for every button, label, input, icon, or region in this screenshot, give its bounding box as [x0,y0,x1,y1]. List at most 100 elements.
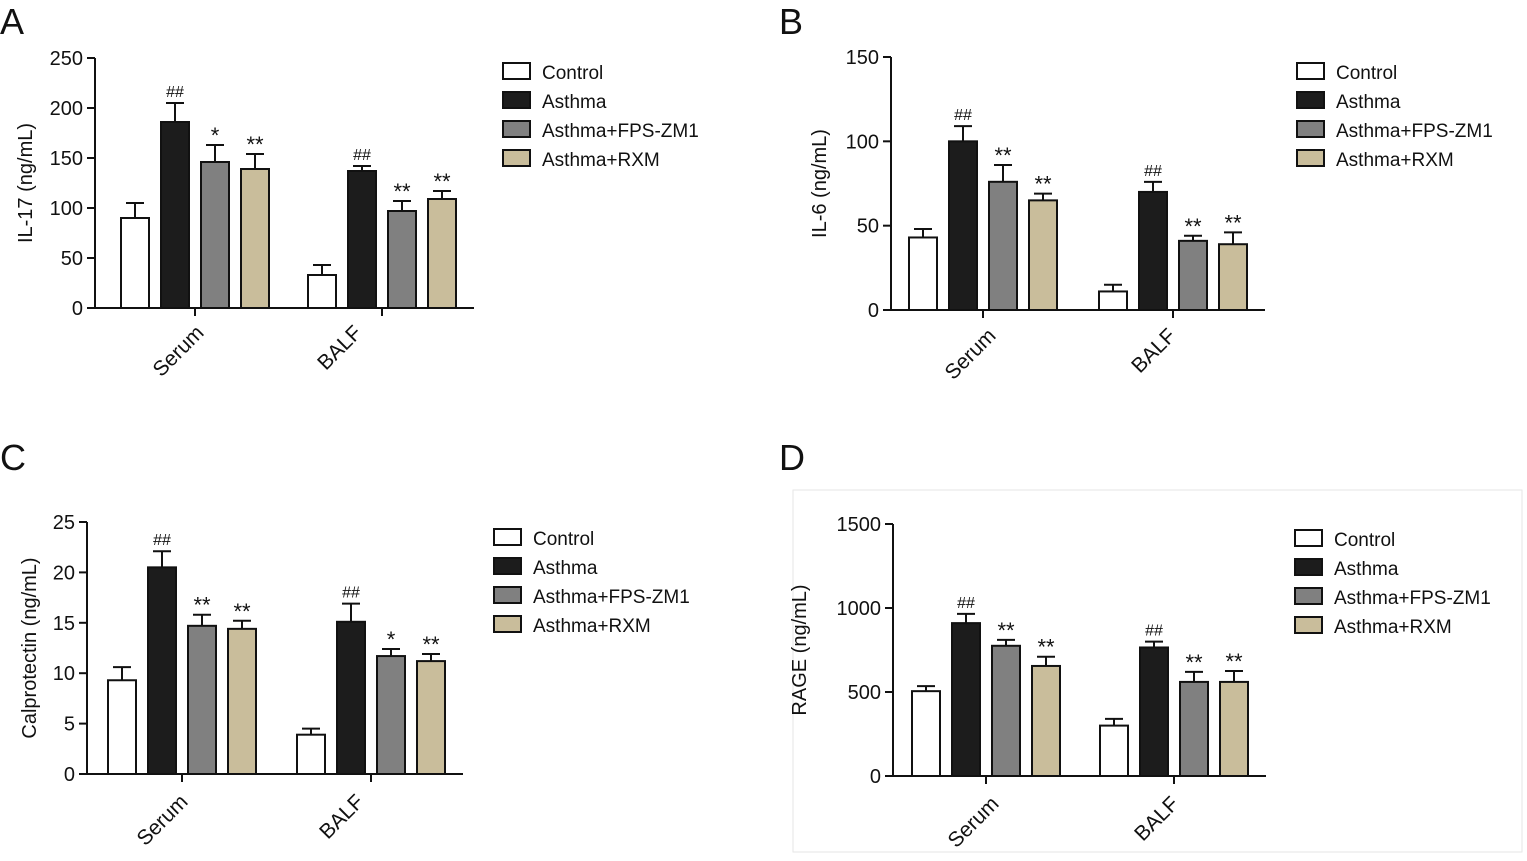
legend-swatch [1296,91,1325,109]
y-tick-label: 15 [53,613,75,635]
panel-c: C 0 5 10 15 20 25 Calprotectin (ng/mL) ## ** ** Ser… [0,437,690,850]
bar-control [296,733,326,775]
bar-asthma-rxm [1219,680,1249,777]
significance-label: ** [233,599,251,624]
significance-label: ** [193,593,211,618]
x-tick-label: BALF [313,321,366,374]
x-tick-label: BALF [1130,792,1183,845]
significance-label: ** [1034,172,1052,197]
x-tick-label: BALF [1127,324,1180,377]
legend-label: Asthma+RXM [533,616,651,637]
significance-label: ## [957,595,975,612]
bar-asthma [1139,646,1169,777]
bar-asthma-rxm [416,660,446,775]
legend-label: Asthma+FPS-ZM1 [1336,121,1493,142]
bar-control [908,236,938,311]
legend-label: Asthma [1336,92,1401,113]
significance-label: ** [997,618,1015,643]
y-tick-label: 500 [848,682,881,704]
significance-label: ## [1144,163,1162,180]
bar-asthma-rxm [240,168,270,309]
bar-asthma-rxm [427,198,457,309]
panel-letter: B [779,1,803,42]
bar-asthma-fps-zm1 [1178,239,1208,311]
legend-label: Control [542,63,603,84]
bar-asthma [147,566,177,775]
legend-swatch [1296,120,1325,138]
legend-label: Asthma+FPS-ZM1 [533,587,690,608]
bar-asthma [160,121,190,309]
significance-label: ** [1037,635,1055,660]
y-tick-label: 25 [53,512,75,534]
y-tick-label: 1500 [837,514,882,536]
bar-asthma-fps-zm1 [376,655,406,776]
legend-swatch [502,149,531,167]
y-tick-label: 150 [846,47,879,69]
legend-label: Asthma+RXM [542,150,660,171]
panel-d-frame [792,489,1523,853]
panel-letter: A [0,1,24,42]
legend-label: Control [533,529,594,550]
bar-asthma [1138,190,1168,311]
legend-label: Asthma [533,558,598,579]
legend-swatch [493,615,522,633]
x-tick-label: Serum [944,792,1004,852]
bar-asthma [336,620,366,775]
bar-asthma-fps-zm1 [991,644,1021,777]
x-tick-label: Serum [133,790,193,850]
bar-control [120,217,150,309]
y-tick-label: 10 [53,663,75,685]
bar-asthma [951,622,981,777]
legend-swatch [502,91,531,109]
bar-asthma [347,170,377,309]
x-tick-label: Serum [941,324,1001,384]
y-axis-label: RAGE (ng/mL) [789,584,811,715]
y-tick-label: 0 [64,764,75,786]
bar-control [107,679,137,775]
y-tick-label: 20 [53,562,75,584]
legend-label: Control [1334,530,1395,551]
significance-label: ## [153,532,171,549]
legend-swatch [502,62,531,80]
legend-swatch [1294,616,1323,634]
bar-asthma-rxm [1028,199,1058,311]
y-tick-label: 200 [50,98,83,120]
legend-label: Asthma+RXM [1336,150,1454,171]
significance-label: ** [393,179,411,204]
legend-label: Asthma+FPS-ZM1 [1334,588,1491,609]
bar-asthma-fps-zm1 [1179,680,1209,777]
bar-asthma-rxm [1031,664,1061,778]
bar-asthma-fps-zm1 [187,624,217,775]
y-tick-label: 100 [846,131,879,153]
y-tick-label: 250 [50,48,83,70]
y-axis-label: Calprotectin (ng/mL) [19,557,41,738]
significance-label: ## [353,147,371,164]
significance-label: * [211,123,220,148]
y-tick-label: 1000 [837,598,882,620]
significance-label: ** [422,632,440,657]
legend-swatch [502,120,531,138]
legend-swatch [493,557,522,575]
significance-label: * [387,627,396,652]
panel-b: B 0 50 100 150 IL-6 (ng/mL) ## ** ** Serum ## ** ** B… [779,1,1493,384]
significance-label: ## [166,84,184,101]
bar-control [911,690,941,777]
significance-label: ** [433,169,451,194]
legend-label: Asthma [542,92,607,113]
bar-control [1098,290,1128,311]
bar-asthma-fps-zm1 [988,180,1018,311]
legend-swatch [1294,558,1323,576]
bar-asthma-fps-zm1 [387,210,417,309]
panel-d: D 0 500 1000 1500 RAGE (ng/mL) ## ** ** Serum ## **… [779,437,1491,852]
panel-letter: D [779,437,805,478]
bar-asthma-rxm [227,627,257,776]
significance-label: ## [342,585,360,602]
legend-swatch [1294,587,1323,605]
y-tick-label: 50 [61,248,83,270]
bar-control [1099,724,1129,777]
significance-label: ## [954,107,972,124]
y-tick-label: 0 [868,300,879,322]
